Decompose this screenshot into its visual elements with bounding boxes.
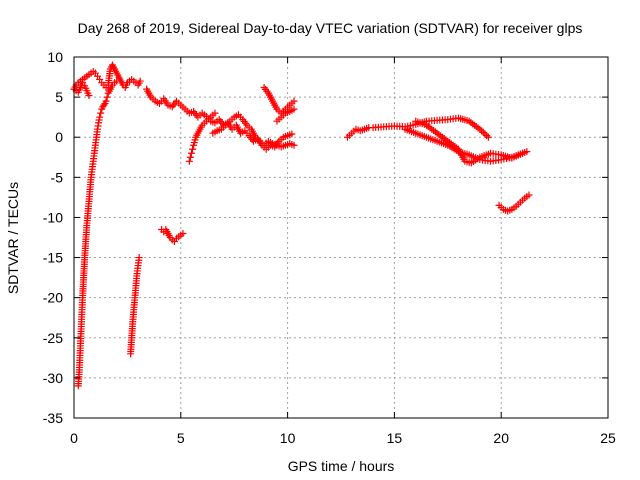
plot-frame xyxy=(73,56,609,419)
y-tick-label: 0 xyxy=(55,129,63,145)
data-point xyxy=(135,254,143,262)
data-point xyxy=(290,105,298,113)
y-tick-label: 10 xyxy=(47,49,63,65)
y-tick-label: -35 xyxy=(43,410,63,426)
data-point xyxy=(136,77,144,85)
x-tick-label: 20 xyxy=(493,430,509,446)
grid xyxy=(74,57,608,418)
data-point xyxy=(100,101,108,109)
y-tick-label: -15 xyxy=(43,250,63,266)
y-tick-label: -10 xyxy=(43,209,63,225)
data-point xyxy=(103,93,111,101)
data-point xyxy=(102,97,110,105)
data-point xyxy=(186,153,194,161)
data-point xyxy=(85,92,93,100)
x-tick-label: 25 xyxy=(600,430,616,446)
y-tick-label: -5 xyxy=(51,169,64,185)
data-point xyxy=(525,191,533,199)
data-point xyxy=(523,148,531,156)
data-point xyxy=(185,157,193,165)
data-point xyxy=(211,109,219,117)
y-tick-label: -25 xyxy=(43,330,63,346)
data-point xyxy=(519,149,527,157)
data-point xyxy=(179,229,187,237)
data-point xyxy=(479,128,487,136)
x-axis-label: GPS time / hours xyxy=(288,458,395,474)
data-point xyxy=(288,130,296,138)
data-point xyxy=(96,113,104,121)
data-point xyxy=(476,125,484,133)
y-tick-label: 5 xyxy=(55,89,63,105)
data-point xyxy=(483,132,491,140)
data-point xyxy=(484,133,492,141)
data-point xyxy=(481,130,489,138)
x-tick-label: 5 xyxy=(177,430,185,446)
x-tick-label: 0 xyxy=(70,430,78,446)
data-point xyxy=(290,141,298,149)
data-layer xyxy=(70,61,533,390)
data-point xyxy=(478,127,486,135)
data-point xyxy=(97,109,105,117)
chart-title: Day 268 of 2019, Sidereal Day-to-day VTE… xyxy=(78,20,583,36)
x-tick-label: 10 xyxy=(280,430,296,446)
x-tick-label: 15 xyxy=(387,430,403,446)
data-point xyxy=(189,145,197,153)
y-tick-label: -30 xyxy=(43,370,63,386)
data-point xyxy=(187,149,195,157)
y-axis-label: SDTVAR / TECUs xyxy=(5,182,21,294)
ticks: 0 5 10 15 20 25 10 5 0 -5 -10 -15 -20 -25 -30 -35 xyxy=(43,49,616,446)
data-point xyxy=(290,97,298,105)
y-tick-label: -20 xyxy=(43,290,63,306)
